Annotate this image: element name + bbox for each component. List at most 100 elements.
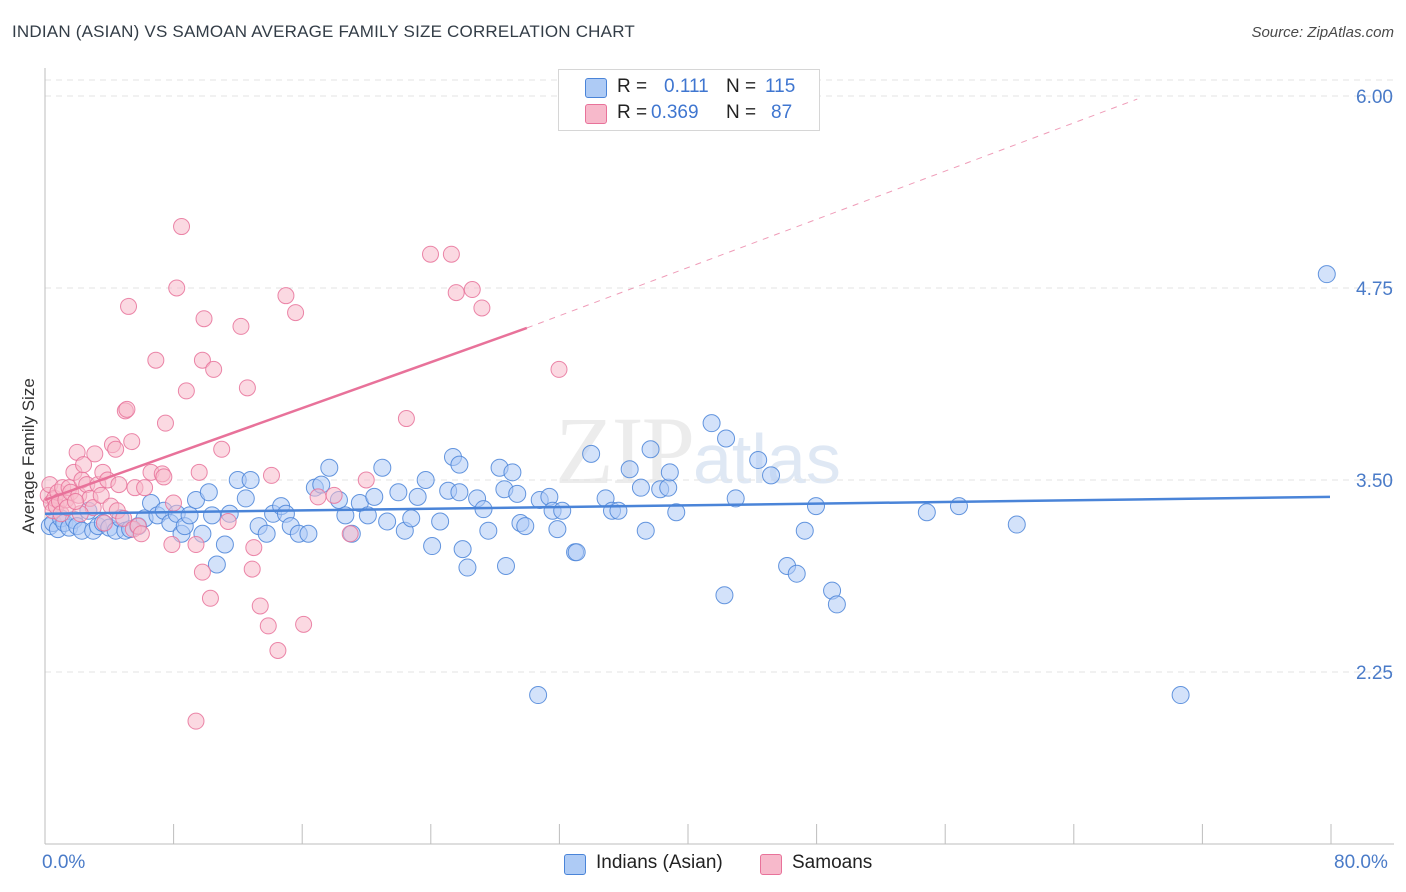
point-samoans (173, 218, 191, 236)
point-indians (408, 487, 427, 506)
point-samoans (120, 297, 138, 315)
axes (44, 68, 1394, 845)
point-indians (949, 497, 968, 516)
point-indians (553, 501, 572, 520)
point-indians (660, 463, 679, 482)
point-indians (762, 466, 781, 485)
point-indians (416, 471, 435, 489)
point-samoans (550, 360, 568, 378)
point-samoans (269, 641, 287, 659)
point-samoans (205, 360, 223, 378)
point-samoans (156, 414, 174, 432)
point-indians (431, 512, 450, 531)
point-samoans (147, 351, 165, 369)
point-indians (450, 483, 469, 502)
point-indians (807, 497, 825, 516)
point-indians (529, 686, 548, 705)
point-indians (717, 429, 736, 448)
r-label: R = (617, 76, 648, 97)
point-samoans (259, 617, 277, 635)
point-indians (423, 537, 442, 556)
point-samoans (243, 560, 261, 578)
point-indians (299, 524, 318, 543)
samoans-swatch (585, 104, 607, 124)
point-samoans (193, 351, 211, 369)
point-samoans (75, 456, 93, 474)
point-indians (641, 440, 660, 459)
point-samoans (473, 299, 491, 317)
point-samoans (165, 494, 182, 512)
point-indians (1171, 686, 1190, 705)
y-axis-label: Average Family Size (19, 378, 38, 534)
point-indians (236, 489, 255, 508)
point-samoans (163, 536, 181, 554)
point-indians (659, 478, 678, 497)
n-label: N = (726, 102, 757, 123)
point-indians (715, 586, 734, 605)
point-indians (203, 506, 222, 525)
point-samoans (155, 468, 173, 486)
point-samoans (118, 400, 136, 418)
point-indians (795, 521, 814, 540)
point-samoans (86, 445, 104, 463)
point-samoans (110, 476, 128, 494)
point-indians (257, 524, 276, 543)
point-indians (373, 458, 392, 477)
point-samoans (190, 463, 208, 481)
n-label: N = (726, 76, 757, 97)
point-indians (402, 509, 421, 528)
trend-extension-samoans (526, 98, 1138, 329)
point-samoans (245, 539, 263, 557)
point-indians (479, 521, 498, 540)
point-indians (582, 444, 601, 463)
point-samoans (213, 440, 231, 458)
point-samoans (277, 287, 295, 305)
r-label: R = (617, 102, 648, 123)
legend-label-indians: Indians (Asian) (596, 852, 723, 873)
point-indians (365, 487, 384, 506)
x-max-label: 80.0% (1334, 852, 1388, 873)
point-samoans (295, 615, 313, 633)
legend-swatch-samoans (760, 854, 782, 875)
y-tick-label: 6.00 (1356, 87, 1393, 108)
y-tick-label: 2.25 (1356, 663, 1393, 684)
stats-row-samoans: R = 0.369 N = 87 (559, 101, 819, 127)
point-samoans (193, 563, 211, 581)
y-tick-label: 4.75 (1356, 279, 1393, 300)
stats-row-indians: R = 0.111 N = 115 (559, 75, 819, 101)
point-samoans (422, 245, 439, 263)
r-value: 0.369 (651, 102, 699, 123)
point-indians (787, 564, 806, 583)
point-samoans (232, 317, 250, 335)
point-indians (609, 501, 628, 520)
point-indians (358, 506, 377, 525)
point-indians (1317, 265, 1336, 284)
point-samoans (136, 479, 154, 497)
point-samoans (115, 509, 133, 527)
point-indians (207, 555, 226, 574)
point-indians (215, 535, 234, 554)
point-samoans (92, 486, 110, 504)
point-indians (1007, 515, 1026, 534)
point-samoans (123, 433, 141, 451)
point-samoans (219, 512, 237, 530)
point-samoans (238, 379, 256, 397)
point-samoans (309, 488, 327, 506)
point-indians (631, 478, 650, 497)
point-samoans (251, 597, 269, 615)
legend-swatch-indians (564, 854, 586, 875)
point-indians (548, 520, 567, 539)
y-tick-labels: 2.25 3.50 4.75 6.00 (1356, 87, 1393, 684)
point-indians (702, 414, 721, 433)
data-points (39, 218, 1336, 730)
point-samoans (187, 712, 205, 730)
point-indians (458, 558, 477, 577)
point-indians (567, 543, 586, 562)
point-samoans (287, 304, 305, 322)
point-samoans (168, 279, 186, 297)
trend-lines (44, 98, 1331, 516)
x-min-label: 0.0% (42, 852, 86, 873)
point-indians (516, 517, 535, 536)
trend-line-indians (44, 495, 1331, 516)
